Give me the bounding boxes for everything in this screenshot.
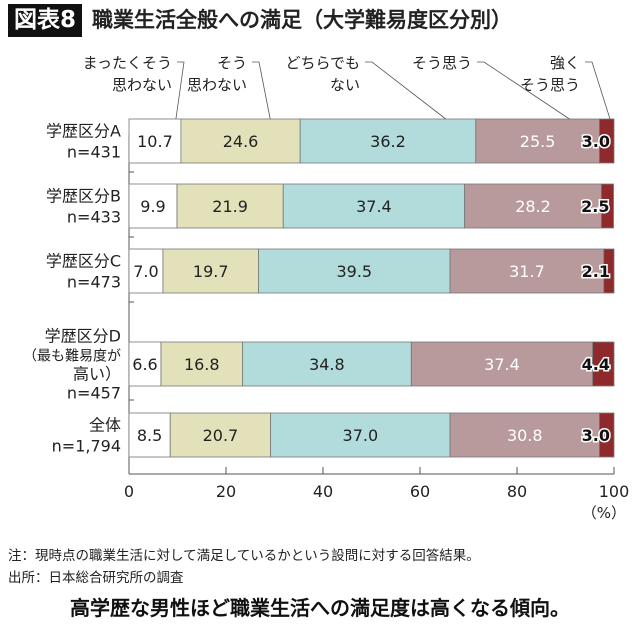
legend-label: ない (330, 76, 360, 94)
bar-segment (592, 341, 615, 387)
data-label: 24.6 (223, 132, 259, 151)
legend-label: 思わない (187, 76, 247, 94)
bar-segment (160, 341, 243, 387)
data-label: 2.5 (581, 197, 609, 216)
data-label: 10.7 (137, 132, 173, 151)
bar-segment (603, 248, 615, 294)
data-label: 19.7 (193, 262, 229, 281)
note: 注：現時点の職業生活に対して満足しているかという設問に対する回答結果。 (8, 548, 480, 564)
legend-label: そう (217, 54, 247, 72)
bar-segment (282, 183, 466, 229)
category-label: （最も難易度が (23, 349, 121, 365)
bar-segment (600, 183, 614, 229)
figure-label: 図表8 (8, 4, 83, 37)
source: 出所：日本総合研究所の調査 (8, 570, 184, 586)
category-label: n=431 (67, 143, 121, 162)
bar-segment (270, 412, 451, 458)
bar-segment (449, 248, 605, 294)
category-label: 学歴区分A (46, 122, 121, 141)
x-tick-label: 20 (216, 482, 236, 501)
bar-segment (299, 118, 477, 164)
bar-segment (410, 341, 594, 387)
x-tick-label: 100 (599, 482, 630, 501)
category-label: 全体 (89, 416, 121, 435)
data-label: 16.8 (184, 355, 220, 374)
legend-label: そう思う (412, 54, 472, 72)
data-label: 39.5 (336, 262, 372, 281)
data-label: 37.4 (484, 355, 520, 374)
data-label: 30.8 (507, 426, 543, 445)
legend-leader-line (585, 61, 611, 120)
x-tick-label: 0 (124, 482, 134, 501)
bar-segment (475, 118, 600, 164)
data-label: 37.4 (356, 197, 392, 216)
category-label: n=473 (67, 273, 121, 292)
legend-label: まったくそう (83, 54, 172, 72)
data-label: 3.0 (582, 132, 610, 151)
legend-label: どちらでも (285, 54, 360, 72)
data-label: 34.8 (309, 355, 345, 374)
bar-segment (449, 412, 600, 458)
category-label: n=457 (67, 384, 121, 403)
x-tick-label: 80 (507, 482, 527, 501)
data-label: 9.9 (140, 197, 165, 216)
bar-segment (242, 341, 412, 387)
bar-segment (258, 248, 451, 294)
headline: 高学歴な男性ほど職業生活への満足度は高くなる傾向。 (70, 596, 570, 620)
legend-leader-line (175, 61, 185, 120)
data-label: 7.0 (133, 262, 158, 281)
category-label: n=433 (67, 208, 121, 227)
category-label: 高い） (73, 365, 121, 384)
data-label: 31.7 (509, 262, 545, 281)
legend-label: 思わない (112, 76, 172, 94)
data-label: 8.5 (137, 426, 162, 445)
data-label: 2.1 (582, 262, 610, 281)
bar-segment (464, 183, 602, 229)
data-label: 6.6 (132, 355, 157, 374)
category-label: 学歴区分B (46, 187, 121, 206)
x-tick-label: 40 (313, 482, 333, 501)
x-unit-label: （%） (582, 504, 626, 522)
data-label: 3.0 (582, 426, 610, 445)
data-label: 37.0 (343, 426, 379, 445)
legend-label: 強く (550, 54, 580, 72)
category-label: 学歴区分C (46, 252, 121, 271)
data-label: 4.4 (582, 355, 610, 374)
chart-title: 職業生活全般への満足（大学難易度区分別） (92, 8, 512, 32)
bar-segment (599, 412, 615, 458)
bar-segment (599, 118, 615, 164)
data-label: 21.9 (212, 197, 248, 216)
legend-leader-line (477, 61, 570, 120)
bar-segment (176, 183, 284, 229)
data-label: 25.5 (520, 132, 556, 151)
data-label: 36.2 (370, 132, 406, 151)
legend-label: そう思う (520, 76, 580, 94)
data-label: 20.7 (203, 426, 239, 445)
legend-leader-line (365, 61, 447, 120)
bar-segment (169, 412, 272, 458)
legend-leader-line (252, 61, 271, 120)
category-label: 学歴区分D (45, 327, 121, 346)
bar-segment (128, 248, 164, 294)
category-label: n=1,794 (52, 437, 121, 456)
bar-segment (162, 248, 259, 294)
x-tick-label: 60 (410, 482, 430, 501)
data-label: 28.2 (515, 197, 551, 216)
